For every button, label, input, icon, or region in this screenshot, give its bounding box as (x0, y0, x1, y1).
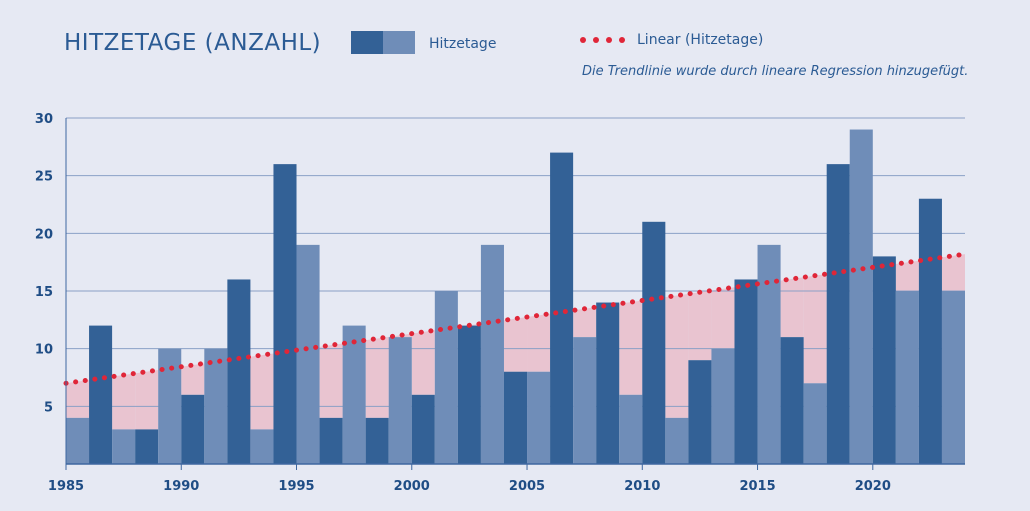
x-tick-label: 2000 (394, 479, 430, 494)
bar (734, 279, 758, 464)
trend-fill-segment (411, 330, 435, 395)
trend-fill-segment (895, 260, 919, 291)
bar (872, 256, 896, 464)
x-tick-label: 2005 (509, 479, 545, 494)
bar (457, 325, 481, 464)
bar (181, 394, 205, 464)
bar (273, 164, 297, 464)
bar (365, 417, 389, 464)
bar (204, 348, 228, 464)
y-tick-label: 30 (35, 112, 53, 127)
trend-fill-segment (619, 300, 643, 395)
y-tick-label: 10 (35, 343, 53, 358)
bar (550, 152, 574, 464)
bar (665, 417, 689, 464)
x-tick-label: 2010 (624, 479, 660, 494)
x-tick-label: 1990 (163, 479, 199, 494)
bar (480, 244, 504, 464)
bar (388, 337, 412, 464)
bar (711, 348, 735, 464)
bar (573, 337, 597, 464)
legend-dots-icon (580, 37, 625, 43)
x-tick-label: 1985 (48, 479, 84, 494)
trend-fill-segment (365, 336, 389, 418)
trend-note: Die Trendlinie wurde durch lineare Regre… (582, 64, 969, 79)
bar (342, 325, 366, 464)
bar (296, 244, 320, 464)
x-tick-label: 2015 (739, 479, 775, 494)
bar (826, 164, 850, 464)
bar (918, 198, 942, 464)
legend-swatch-dark (351, 30, 383, 54)
trend-line (63, 251, 968, 386)
trend-fill-segment (665, 293, 689, 418)
bar (227, 279, 251, 464)
bar (411, 394, 435, 464)
trend-fill-segment (573, 307, 597, 338)
bar (803, 383, 827, 464)
bar (434, 291, 458, 464)
trend-fill-segment (250, 353, 274, 430)
trend-fill-segment (181, 363, 205, 395)
legend-line-label: Linear (Hitzetage) (637, 32, 764, 48)
legend-swatch-light (383, 30, 415, 54)
bar (89, 325, 113, 464)
bar (112, 429, 136, 464)
x-tick-label: 2020 (855, 479, 891, 494)
bar (527, 371, 551, 464)
legend-line-item: Linear (Hitzetage) (580, 32, 763, 48)
bar (941, 291, 965, 464)
bar (158, 348, 182, 464)
bar (619, 394, 643, 464)
bar (503, 371, 528, 464)
bar (895, 291, 919, 464)
y-tick-label: 25 (35, 170, 53, 185)
trend-fill-segment (135, 370, 159, 430)
trend-fill-segment (711, 287, 735, 349)
bar (596, 302, 620, 464)
y-tick-label: 20 (35, 227, 53, 242)
bar (250, 429, 274, 464)
trend-fill-segment (688, 290, 712, 361)
trend-fill-segment (803, 273, 827, 384)
trend-fill-segment (319, 343, 343, 418)
y-tick-label: 15 (35, 285, 53, 300)
bar (688, 360, 712, 464)
trend-fill-segment (66, 379, 90, 418)
legend-bar-label: Hitzetage (429, 36, 497, 52)
bar (319, 417, 343, 464)
bar (780, 337, 804, 464)
y-tick-label: 5 (44, 400, 53, 415)
trend-fill-segment (503, 317, 528, 372)
bar (66, 417, 90, 464)
trend-fill-segment (527, 313, 551, 372)
trend-fill-segment (112, 373, 136, 430)
bar (135, 429, 159, 464)
bar (642, 221, 666, 464)
bar (849, 129, 873, 465)
trend-fill-segment (941, 254, 965, 291)
trend-fill-segment (780, 277, 804, 338)
x-tick-label: 1995 (278, 479, 314, 494)
legend-bar-item: Hitzetage (351, 30, 496, 54)
chart-title: HITZETAGE (ANZAHL) (64, 30, 322, 56)
bar (757, 244, 781, 464)
